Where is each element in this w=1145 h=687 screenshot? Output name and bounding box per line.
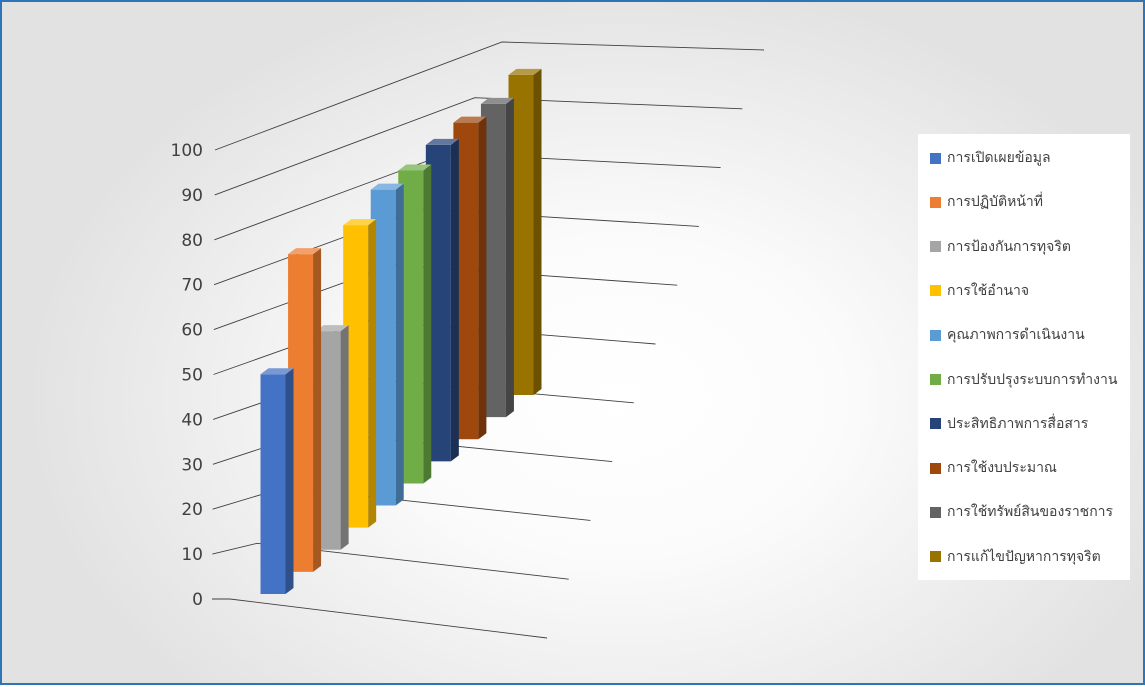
bar-front-face xyxy=(315,331,341,550)
legend-label: การใช้งบประมาณ xyxy=(947,460,1057,477)
legend-swatch xyxy=(930,241,941,253)
legend-label: ประสิทธิภาพการสื่อสาร xyxy=(947,415,1089,432)
bar-side-face xyxy=(285,368,294,594)
y-tick-label: 0 xyxy=(192,590,203,610)
bar xyxy=(453,116,487,440)
legend-item: การปรับปรุงระบบการทำงาน xyxy=(930,370,1117,390)
bar-top-face xyxy=(260,368,294,375)
bar xyxy=(260,368,294,594)
bar-top-face xyxy=(508,68,542,75)
bar-front-face xyxy=(398,170,424,484)
bar-top-face xyxy=(370,183,404,190)
y-tick-label: 70 xyxy=(181,276,203,296)
bar-side-face xyxy=(340,325,349,550)
bar xyxy=(398,164,432,484)
y-tick-label: 60 xyxy=(181,321,203,341)
bar-side-face xyxy=(478,116,487,440)
legend-item: คุณภาพการดำเนินงาน xyxy=(930,325,1085,345)
bar xyxy=(508,68,542,395)
legend-item: ประสิทธิภาพการสื่อสาร xyxy=(930,414,1088,434)
legend-swatch xyxy=(930,285,941,297)
bar-front-face xyxy=(453,122,479,440)
bar-side-face xyxy=(395,183,404,506)
legend-item: การเปิดเผยข้อมูล xyxy=(930,148,1051,168)
bar-top-face xyxy=(453,116,487,123)
bar-side-face xyxy=(423,164,432,484)
y-tick-label: 10 xyxy=(181,545,203,565)
legend-swatch xyxy=(930,506,941,518)
gridline xyxy=(212,598,548,639)
bar-side-face xyxy=(450,138,459,462)
legend-item: การป้องกันการทุจริต xyxy=(930,237,1071,257)
bar-top-face xyxy=(398,164,432,171)
legend-item: การใช้งบประมาณ xyxy=(930,458,1057,478)
legend-label: การใช้ทรัพย์สินของราชการ xyxy=(947,504,1114,521)
bar-front-face xyxy=(425,144,451,462)
legend-swatch xyxy=(930,152,941,164)
legend-label: การป้องกันการทุจริต xyxy=(947,238,1071,255)
y-tick-label: 80 xyxy=(181,231,203,251)
y-tick-label: 100 xyxy=(171,141,203,161)
y-tick-label: 30 xyxy=(181,455,203,475)
bar xyxy=(425,138,459,462)
legend: การเปิดเผยข้อมูลการปฏิบัติหน้าที่การป้อง… xyxy=(918,134,1130,580)
legend-label: การใช้อำนาจ xyxy=(947,282,1030,299)
bar xyxy=(343,219,377,528)
legend-label: การปฏิบัติหน้าที่ xyxy=(947,194,1044,211)
bar-front-face xyxy=(288,254,314,572)
bar-front-face xyxy=(370,189,396,506)
legend-label: การแก้ไขปัญหาการทุจริต xyxy=(947,548,1101,565)
legend-swatch xyxy=(930,196,941,208)
legend-swatch xyxy=(930,329,941,341)
bar-side-face xyxy=(533,68,542,395)
bar-side-face xyxy=(368,219,377,528)
y-tick-label: 40 xyxy=(181,410,203,430)
legend-swatch xyxy=(930,462,941,474)
y-tick-label: 50 xyxy=(181,366,203,386)
bar xyxy=(370,183,404,506)
legend-item: การแก้ไขปัญหาการทุจริต xyxy=(930,547,1101,567)
bar-front-face xyxy=(260,374,286,594)
legend-swatch xyxy=(930,551,941,563)
bar-side-face xyxy=(313,248,322,572)
bar xyxy=(288,248,322,572)
legend-swatch xyxy=(930,374,941,385)
bar-top-face xyxy=(288,248,322,255)
bar-front-face xyxy=(480,103,506,418)
y-axis-tick-labels: 0 10 20 30 40 50 60 70 80 90 100 xyxy=(171,141,203,610)
legend-item: การใช้ทรัพย์สินของราชการ xyxy=(930,502,1113,522)
bar-top-face xyxy=(315,325,349,332)
legend-label: การปรับปรุงระบบการทำงาน xyxy=(947,371,1118,388)
bar xyxy=(315,325,349,550)
bar-top-face xyxy=(480,97,514,104)
gridline xyxy=(212,542,569,580)
gridline xyxy=(214,41,765,151)
bars xyxy=(260,68,542,594)
gridline xyxy=(214,97,743,196)
legend-label: การเปิดเผยข้อมูล xyxy=(947,150,1051,166)
legend-item: การปฏิบัติหน้าที่ xyxy=(930,192,1043,212)
y-tick-label: 20 xyxy=(181,500,203,520)
bar-side-face xyxy=(505,97,514,418)
legend-item: การใช้อำนาจ xyxy=(930,281,1029,301)
bar xyxy=(480,97,514,418)
y-tick-label: 90 xyxy=(181,186,203,206)
legend-swatch xyxy=(930,418,941,430)
bar-top-face xyxy=(343,219,377,226)
bar-front-face xyxy=(343,225,369,528)
legend-label: คุณภาพการดำเนินงาน xyxy=(947,327,1085,344)
bar-top-face xyxy=(425,138,459,145)
bar-front-face xyxy=(508,74,534,395)
